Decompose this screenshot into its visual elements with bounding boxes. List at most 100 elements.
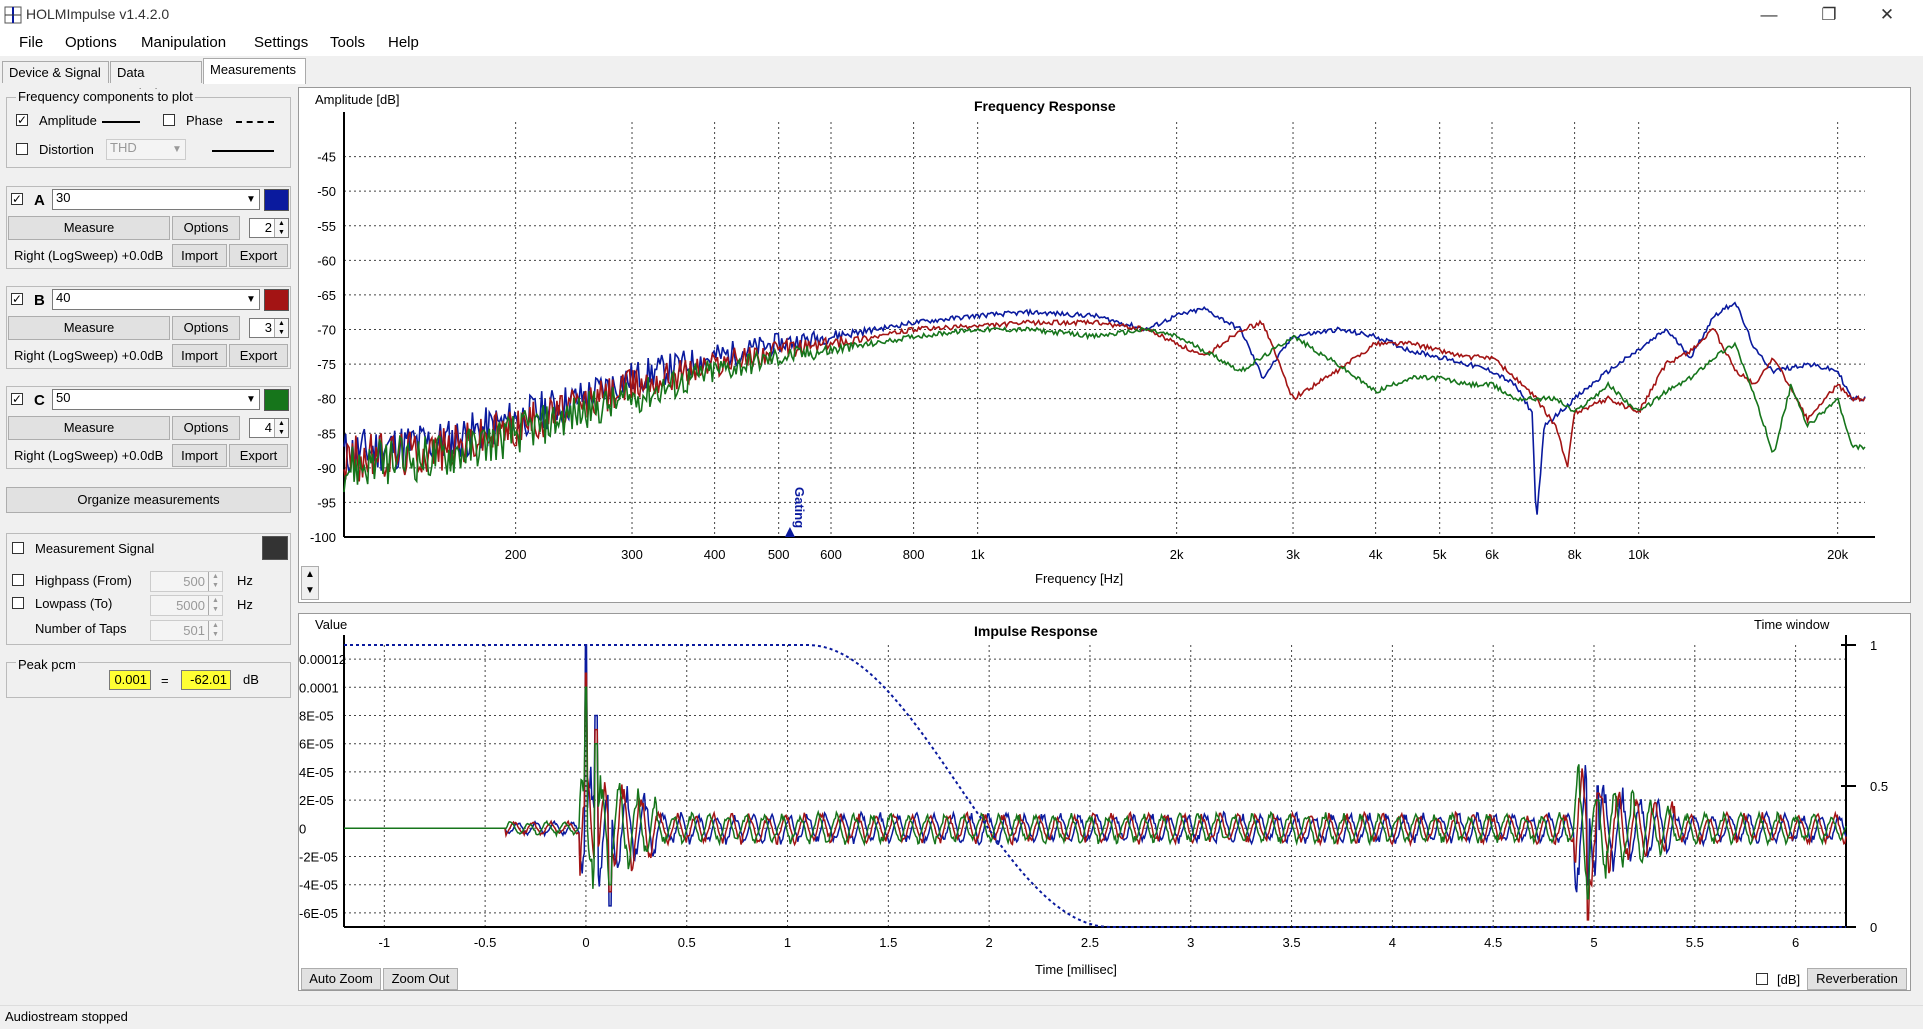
impulse-chart-title: Impulse Response — [974, 623, 1098, 639]
measurement-c-options-button[interactable]: Options — [172, 416, 240, 440]
measurement-b-name-value: 40 — [56, 290, 71, 305]
measurement-c-checkbox[interactable]: ✓ — [11, 392, 23, 406]
measurement-b-checkbox[interactable]: ✓ — [11, 292, 23, 306]
measurement-b-info: Right (LogSweep) +0.0dB — [14, 348, 164, 363]
menu-settings[interactable]: Settings — [254, 34, 309, 51]
measurement-b-options-button[interactable]: Options — [172, 316, 240, 340]
peak-title: Peak pcm — [16, 657, 78, 672]
spin-arrows-icon[interactable]: ▲ ▼ — [274, 419, 288, 437]
measurement-c-name-value: 50 — [56, 390, 71, 405]
zoom-out-button[interactable]: Zoom Out — [383, 968, 458, 990]
taps-input[interactable]: 501 ▲ ▼ — [150, 620, 223, 641]
spin-arrows-icon[interactable]: ▲ ▼ — [208, 572, 222, 591]
impulse-x-tick-label: 0 — [582, 935, 589, 950]
measurement-a-smoothing[interactable]: 2 ▲ ▼ — [249, 218, 289, 238]
measurement-c-name[interactable]: 50 ▼ — [52, 389, 260, 410]
components-group-title: Frequency components to plot — [16, 89, 195, 104]
menu-options[interactable]: Options — [65, 34, 117, 51]
measurement-c-import-button[interactable]: Import — [172, 444, 227, 467]
measurement-a-options-button[interactable]: Options — [172, 216, 240, 240]
impulse-y-tick-label: 2E-05 — [299, 793, 334, 808]
measurement-b-export-button[interactable]: Export — [229, 344, 288, 367]
tab-data-analysis[interactable]: Data analysis — [110, 61, 202, 101]
lowpass-input[interactable]: 5000 ▲ ▼ — [150, 595, 223, 616]
measurement-c-measure-button[interactable]: Measure — [8, 416, 170, 440]
menu-tools[interactable]: Tools — [330, 34, 366, 51]
spin-arrows-icon[interactable]: ▲ ▼ — [208, 596, 222, 615]
measurement-a-export-button[interactable]: Export — [229, 244, 288, 267]
measurement-a-name[interactable]: 30 ▼ — [52, 189, 260, 210]
freq-x-tick-label: 4k — [1369, 547, 1383, 562]
measurement-signal-color[interactable] — [262, 536, 288, 560]
spin-arrows-icon[interactable]: ▲ ▼ — [274, 219, 288, 237]
measurement-a-import-button[interactable]: Import — [172, 244, 227, 267]
minimize-button[interactable]: — — [1760, 5, 1778, 24]
impulse-y-tick-label: 0 — [299, 821, 306, 836]
freq-y-tick-label: -75 — [317, 357, 336, 372]
impulse-x-tick-label: 1.5 — [879, 935, 897, 950]
freq-x-tick-label: 1k — [971, 547, 985, 562]
phase-label: Phase — [186, 113, 223, 128]
measurement-b-smoothing[interactable]: 3 ▲ ▼ — [249, 318, 289, 338]
measurement-b-letter: B — [34, 292, 45, 309]
freq-y-tick-label: -50 — [317, 184, 336, 199]
measurement-a-color[interactable] — [264, 189, 289, 211]
impulse-y-tick-label: -4E-05 — [299, 878, 338, 893]
splitter-arrows-icon[interactable]: ▲ ▼ — [301, 566, 319, 600]
impulse-x-tick-label: 2.5 — [1081, 935, 1099, 950]
impulse-x-tick-label: 0.5 — [678, 935, 696, 950]
tab-device-signal[interactable]: Device & Signal — [2, 61, 109, 83]
db-checkbox[interactable] — [1756, 973, 1768, 985]
measurement-a-measure-button[interactable]: Measure — [8, 216, 170, 240]
spin-arrows-icon[interactable]: ▲ ▼ — [274, 319, 288, 337]
menu-file[interactable]: File — [19, 34, 44, 51]
impulse-response-chart[interactable]: 0.00012 0.0001 8E-05 6E-05 4E-05 2E-05 0 -2E-05… — [298, 630, 1911, 960]
organize-measurements-button[interactable]: Organize measurements — [6, 487, 291, 513]
close-button[interactable]: ✕ — [1879, 5, 1895, 24]
measurement-c-color[interactable] — [264, 389, 289, 411]
tab-measurements[interactable]: Measurements — [203, 58, 306, 84]
menu-manipulation[interactable]: Manipulation — [141, 34, 227, 51]
impulse-series-a — [344, 644, 1847, 907]
measurement-b-measure-button[interactable]: Measure — [8, 316, 170, 340]
freq-x-tick-label: 3k — [1286, 547, 1300, 562]
phase-checkbox[interactable] — [163, 114, 175, 126]
frequency-response-chart[interactable]: -45 -50 -55 -60 -65 -70 -75 -80 -85 -90 -95 -100 200… — [298, 110, 1911, 580]
taps-value: 501 — [183, 623, 205, 638]
amplitude-checkbox[interactable]: ✓ — [16, 113, 28, 127]
measurement-a-name-value: 30 — [56, 190, 71, 205]
freq-chart-title: Frequency Response — [974, 98, 1116, 114]
freq-y-tick-label: -100 — [310, 530, 336, 545]
measurement-c-export-button[interactable]: Export — [229, 444, 288, 467]
measurement-b-name[interactable]: 40 ▼ — [52, 289, 260, 310]
distortion-select[interactable]: THD ▼ — [106, 139, 186, 160]
measurement-a-letter: A — [34, 192, 45, 209]
measurement-c-letter: C — [34, 392, 45, 409]
distortion-checkbox[interactable] — [16, 143, 28, 155]
measurement-b-smoothing-value: 3 — [264, 320, 272, 335]
impulse-x-tick-label: 2 — [986, 935, 993, 950]
measurement-b-import-button[interactable]: Import — [172, 344, 227, 367]
impulse-x-tick-label: 4 — [1389, 935, 1396, 950]
menu-help[interactable]: Help — [388, 34, 419, 51]
measurement-a-checkbox[interactable]: ✓ — [11, 192, 23, 206]
highpass-input[interactable]: 500 ▲ ▼ — [150, 571, 223, 592]
spin-arrows-icon[interactable]: ▲ ▼ — [208, 621, 222, 640]
measurement-a-info: Right (LogSweep) +0.0dB — [14, 248, 164, 263]
measurement-signal-checkbox[interactable] — [12, 542, 24, 554]
measurement-signal-label: Measurement Signal — [35, 541, 155, 556]
measurement-c-smoothing[interactable]: 4 ▲ ▼ — [249, 418, 289, 438]
impulse-y-tick-label: 8E-05 — [299, 709, 334, 724]
frequency-chart-panel — [298, 87, 1911, 603]
lowpass-checkbox[interactable] — [12, 597, 24, 609]
auto-zoom-button[interactable]: Auto Zoom — [301, 968, 381, 990]
highpass-unit: Hz — [237, 573, 253, 588]
restore-button[interactable]: ❐ — [1821, 5, 1837, 24]
taps-label: Number of Taps — [35, 621, 127, 636]
measurement-b-color[interactable] — [264, 289, 289, 311]
time-window-tick-label: 1 — [1870, 638, 1877, 653]
highpass-checkbox[interactable] — [12, 574, 24, 586]
reverberation-button[interactable]: Reverberation — [1807, 968, 1907, 990]
highpass-value: 500 — [183, 574, 205, 589]
impulse-y-axis-label: Value — [315, 617, 348, 632]
